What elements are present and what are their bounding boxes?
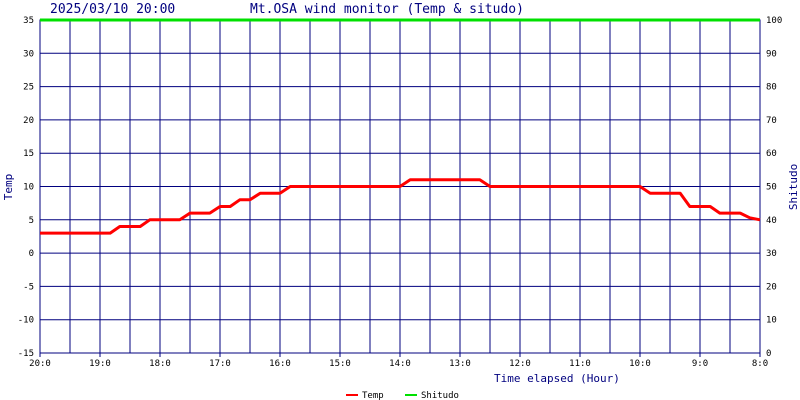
legend-label-temp: Temp bbox=[362, 391, 384, 400]
x-tick-label: 17:0 bbox=[209, 359, 231, 369]
y-tick-label: 20 bbox=[23, 116, 34, 126]
y-tick-label: -15 bbox=[18, 349, 34, 359]
y2-tick-label: 40 bbox=[766, 216, 777, 226]
y2-tick-label: 0 bbox=[766, 349, 771, 359]
legend-label-shitudo: Shitudo bbox=[421, 391, 459, 400]
x-tick-label: 8:0 bbox=[752, 359, 768, 369]
x-tick-label: 18:0 bbox=[149, 359, 171, 369]
y2-tick-label: 80 bbox=[766, 83, 777, 93]
y-tick-label: 30 bbox=[23, 49, 34, 59]
y2-tick-label: 30 bbox=[766, 249, 777, 259]
x-tick-label: 10:0 bbox=[629, 359, 651, 369]
y2-tick-label: 60 bbox=[766, 149, 777, 159]
y2-axis-label: Shitudo bbox=[787, 164, 800, 210]
y-axis-ticks: 35 30 25 20 15 10 5 0 -5 -10 -15 bbox=[18, 16, 34, 359]
x-tick-label: 20:0 bbox=[29, 359, 51, 369]
x-tick-label: 19:0 bbox=[89, 359, 111, 369]
y2-tick-label: 100 bbox=[766, 16, 782, 26]
x-tick-label: 11:0 bbox=[569, 359, 591, 369]
header-datetime: 2025/03/10 20:00 bbox=[50, 2, 175, 17]
y-tick-label: 5 bbox=[29, 216, 34, 226]
x-tick-label: 9:0 bbox=[692, 359, 708, 369]
series-line-temp bbox=[40, 178, 761, 235]
y2-tick-label: 70 bbox=[766, 116, 777, 126]
chart-title: Mt.OSA wind monitor (Temp & situdo) bbox=[250, 2, 524, 17]
y-tick-label: 15 bbox=[23, 149, 34, 159]
x-tick-label: 15:0 bbox=[329, 359, 351, 369]
series-lines bbox=[40, 18, 761, 235]
x-axis-ticks: 20:0 19:0 18:0 17:0 16:0 15:0 14:0 13:0 12:0 11:0… bbox=[29, 353, 768, 369]
y2-tick-label: 10 bbox=[766, 316, 777, 326]
y2-tick-label: 50 bbox=[766, 183, 777, 193]
y-tick-label: -10 bbox=[18, 316, 34, 326]
y-tick-label: -5 bbox=[23, 282, 34, 292]
legend: Temp Shitudo bbox=[346, 391, 459, 400]
y-tick-label: 10 bbox=[23, 183, 34, 193]
y-tick-label: 25 bbox=[23, 83, 34, 93]
y2-tick-label: 90 bbox=[766, 49, 777, 59]
y-tick-label: 35 bbox=[23, 16, 34, 26]
x-tick-label: 16:0 bbox=[269, 359, 291, 369]
x-axis-label: Time elapsed (Hour) bbox=[494, 372, 620, 385]
y-axis-label: Temp bbox=[2, 174, 15, 201]
y-tick-label: 0 bbox=[29, 249, 34, 259]
x-tick-label: 14:0 bbox=[389, 359, 411, 369]
x-tick-label: 12:0 bbox=[509, 359, 531, 369]
y2-tick-label: 20 bbox=[766, 282, 777, 292]
x-tick-label: 13:0 bbox=[449, 359, 471, 369]
